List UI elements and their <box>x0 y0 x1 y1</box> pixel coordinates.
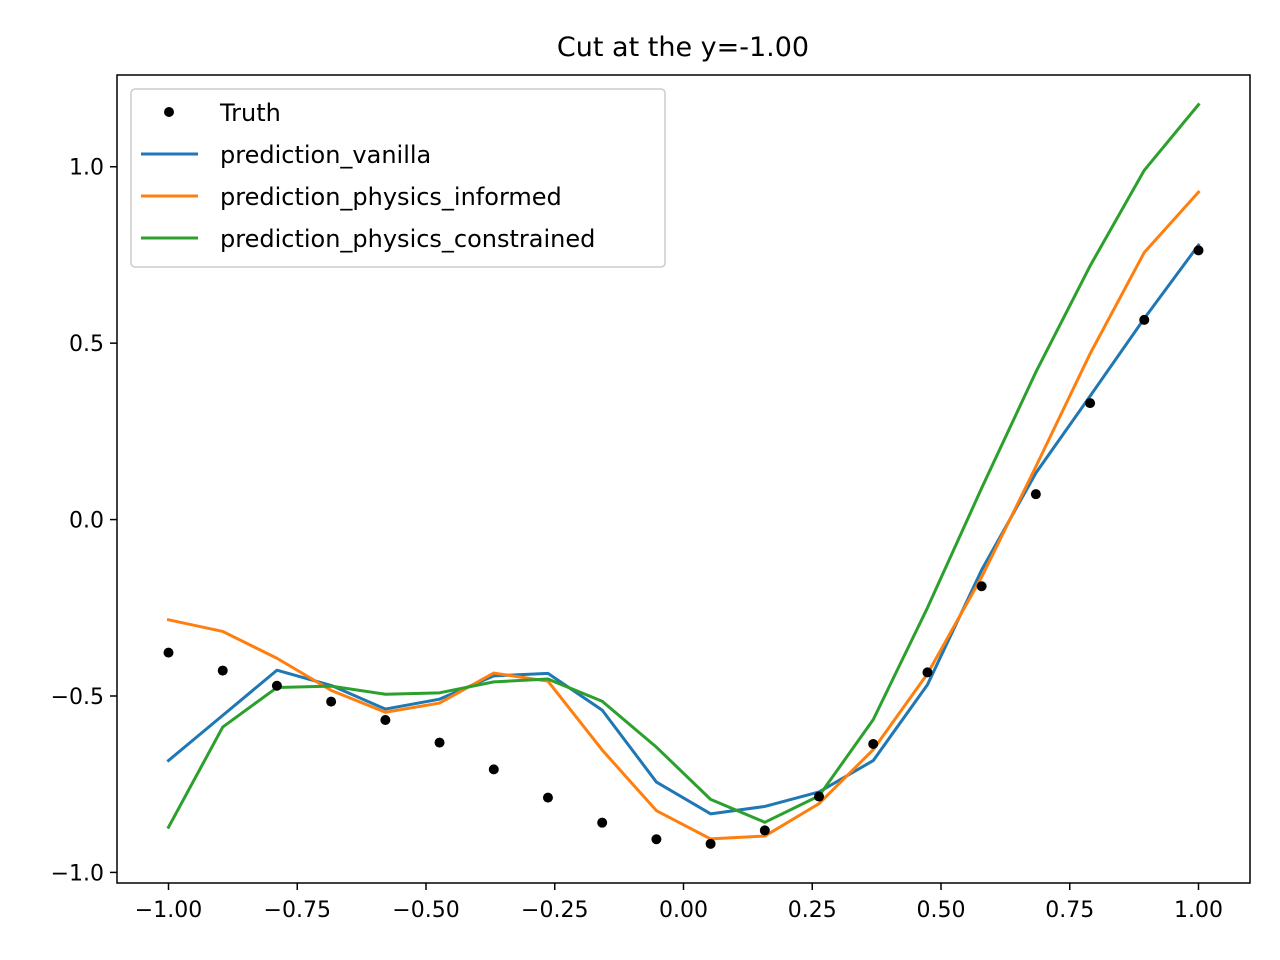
truth-point <box>434 737 445 748</box>
truth-point <box>597 817 608 828</box>
truth-point <box>271 680 282 691</box>
series-line-prediction-physics-informed <box>166 190 1201 841</box>
y-tick-label: −0.5 <box>51 685 104 710</box>
truth-point <box>217 665 228 676</box>
series-line-prediction-physics-constrained <box>166 102 1201 830</box>
y-tick-label: 0.0 <box>69 509 104 534</box>
x-tick-label: −0.25 <box>521 898 588 923</box>
y-tick-label: 1.0 <box>69 156 104 181</box>
x-tick-label: −0.75 <box>264 898 331 923</box>
truth-point <box>651 834 662 845</box>
truth-point <box>488 764 499 775</box>
y-tick-label: −1.0 <box>51 861 104 886</box>
legend-label: Truth <box>219 99 281 127</box>
y-tick-label: 0.5 <box>69 332 104 357</box>
truth-point <box>976 581 987 592</box>
series-line-prediction-vanilla <box>166 242 1201 816</box>
x-tick-label: −0.50 <box>392 898 459 923</box>
truth-point <box>380 714 391 725</box>
legend-label: prediction_vanilla <box>220 141 431 169</box>
legend-box <box>130 88 666 268</box>
truth-point <box>759 825 770 836</box>
legend-label: prediction_physics_informed <box>220 183 562 211</box>
truth-point <box>542 792 553 803</box>
truth-point <box>163 647 174 658</box>
x-tick-label: 0.50 <box>917 898 966 923</box>
truth-point <box>1193 245 1204 256</box>
x-tick-label: −1.00 <box>135 898 202 923</box>
x-tick-label: 0.00 <box>659 898 708 923</box>
legend-marker-truth <box>164 107 174 117</box>
x-tick-label: 0.25 <box>788 898 837 923</box>
truth-point <box>922 667 933 678</box>
legend-label: prediction_physics_constrained <box>220 225 595 253</box>
truth-point <box>814 791 825 802</box>
truth-point <box>1030 489 1041 500</box>
truth-point <box>1139 314 1150 325</box>
x-tick-label: 0.75 <box>1045 898 1094 923</box>
truth-point <box>868 738 879 749</box>
truth-point <box>705 838 716 849</box>
chart-title: Cut at the y=-1.00 <box>557 32 809 63</box>
truth-point <box>1085 398 1096 409</box>
x-tick-label: 1.00 <box>1174 898 1223 923</box>
truth-point <box>326 696 337 707</box>
